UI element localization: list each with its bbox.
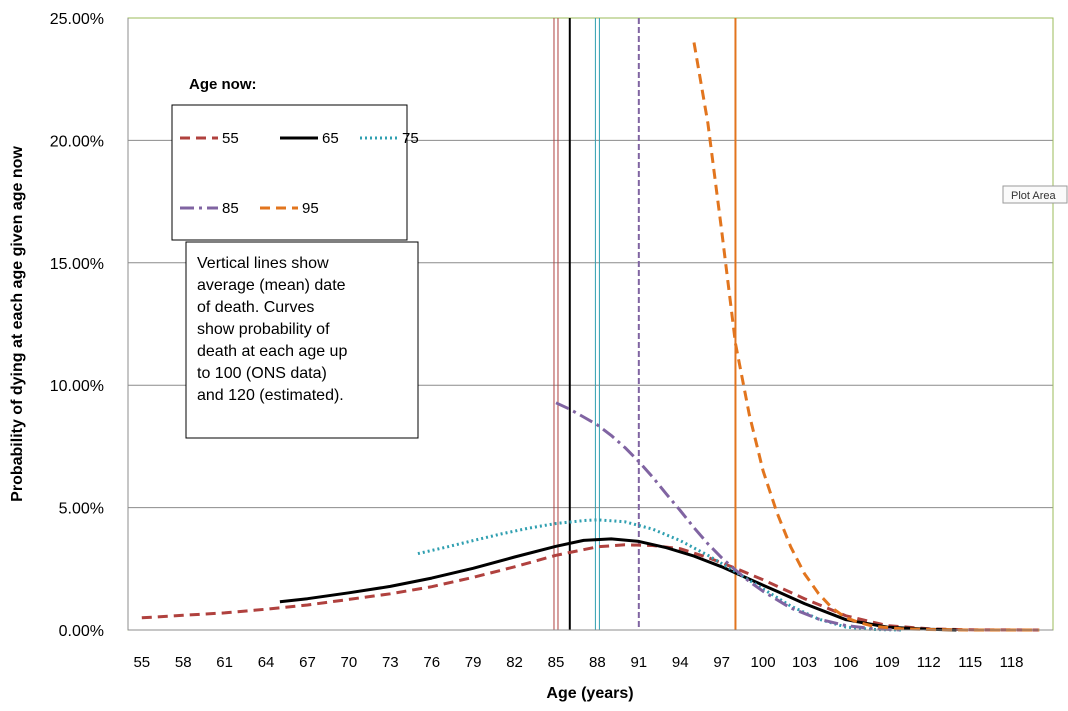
legend-label-95: 95 [302,200,319,217]
x-tick-label: 76 [423,654,440,671]
x-tick-label: 109 [875,654,900,671]
legend-label-55: 55 [222,130,239,147]
series-lines [141,42,1040,632]
x-tick-label: 73 [382,654,399,671]
legend-label-65: 65 [322,130,339,147]
x-tick-label: 67 [299,654,316,671]
plot-area-tooltip: Plot Area [1002,185,1068,204]
annotation-box [185,241,419,439]
y-tick-label: 10.00% [50,378,104,395]
x-axis-title: Age (years) [546,685,633,702]
series-line-85 [555,401,902,632]
x-tick-label: 100 [751,654,776,671]
legend-title: Age now: [189,76,257,93]
mean-lines [553,18,737,630]
x-tick-label: 70 [341,654,358,671]
x-tick-label: 115 [958,654,982,671]
annotation-line: and 120 (estimated). [197,387,344,404]
x-tick-label: 58 [175,654,192,671]
x-tick-label: 79 [465,654,482,671]
x-tick-label: 88 [589,654,606,671]
annotation-text: Vertical lines show average (mean) date of… [197,255,347,404]
series-line-75 [417,518,902,632]
x-tick-label: 82 [506,654,523,671]
annotation-line: of death. Curves [197,299,314,316]
y-tick-label: 20.00% [50,133,104,150]
legend-label-75: 75 [402,130,419,147]
x-tick-label: 106 [833,654,858,671]
y-tick-label: 0.00% [59,623,104,640]
x-tick-label: 118 [1000,654,1024,671]
axes [127,18,1053,631]
annotation-line: Vertical lines show [197,255,329,272]
annotation-line: to 100 (ONS data) [197,365,327,382]
x-tick-label: 85 [548,654,565,671]
x-tick-label: 112 [917,654,941,671]
x-tick-label: 61 [216,654,233,671]
x-tick-label: 94 [672,654,689,671]
series-line-55 [141,543,1040,632]
x-tick-labels: 55 58 61 64 67 70 73 76 79 82 85 88 91 94 97 100 103 106 1… [133,654,1023,671]
y-tick-label: 5.00% [59,501,104,518]
y-axis-title: Probability of dying at each age given a… [9,146,26,502]
x-tick-label: 64 [258,654,275,671]
legend-items: 55 65 75 85 95 [180,130,419,217]
svg-text:Plot Area: Plot Area [1011,190,1057,202]
y-tick-label: 25.00% [50,11,104,28]
x-tick-label: 55 [133,654,150,671]
series-line-65 [279,537,957,632]
y-tick-label: 15.00% [50,256,104,273]
x-tick-label: 103 [792,654,817,671]
x-tick-label: 97 [713,654,730,671]
y-tick-labels: 0.00% 5.00% 10.00% 15.00% 20.00% 25.00% [50,11,104,640]
legend [171,104,408,241]
x-tick-label: 91 [630,654,647,671]
legend-label-85: 85 [222,200,239,217]
annotation-line: average (mean) date [197,277,346,294]
annotation-line: death at each age up [197,343,347,360]
annotation-line: show probability of [197,321,330,338]
series-line-95 [692,42,1040,632]
